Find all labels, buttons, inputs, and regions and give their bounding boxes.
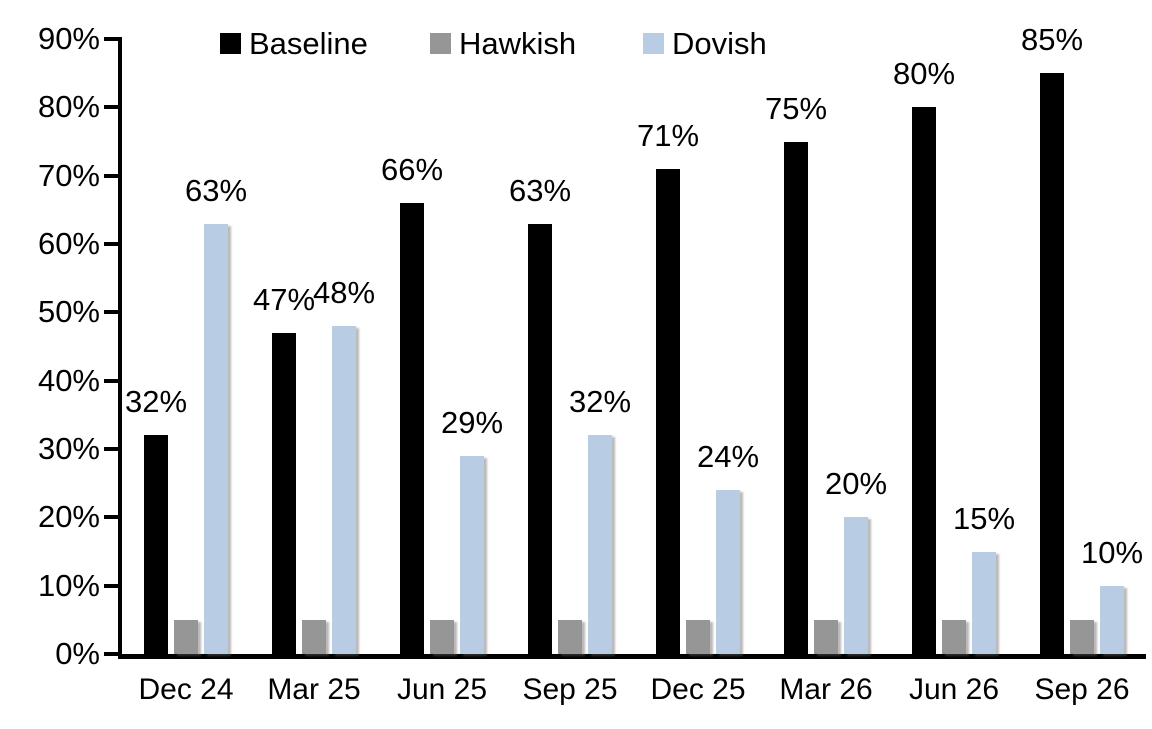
chart-legend: Baseline Hawkish Dovish (0, 0, 1152, 70)
y-tick-label: 90% (37, 21, 100, 56)
bar-baseline-sep-25 (528, 223, 552, 654)
data-label-dovish-dec-24: 63% (184, 172, 248, 208)
bar-hawkish-jun-25 (430, 619, 454, 654)
x-tick-label: Dec 25 (650, 673, 746, 706)
data-label-baseline-jun-25: 66% (380, 152, 444, 187)
data-label-baseline-mar-25: 47% (252, 281, 316, 317)
bar-baseline-jun-25 (400, 203, 424, 654)
legend-swatch-hawkish (430, 33, 451, 54)
bar-hawkish-jun-26 (942, 619, 966, 654)
y-axis-tick (104, 652, 118, 656)
x-axis-line (118, 654, 1146, 659)
data-label-dovish-mar-26: 20% (824, 466, 888, 502)
data-label-baseline-sep-25: 63% (508, 172, 572, 208)
bar-dovish-dec-24 (204, 223, 228, 654)
data-label-baseline-dec-25: 71% (636, 117, 700, 153)
x-tick-label: Sep 26 (1034, 673, 1130, 706)
legend-item-hawkish: Hawkish (430, 28, 576, 59)
data-label-baseline-jun-26: 80% (892, 56, 956, 92)
data-label-dovish-dec-25: 24% (696, 439, 760, 474)
bar-hawkish-sep-25 (558, 619, 582, 654)
bar-dovish-jun-25 (460, 455, 484, 654)
bar-dovish-mar-25 (332, 326, 356, 654)
x-tick-label: Jun 26 (908, 673, 1000, 706)
x-tick-label: Mar 26 (779, 673, 873, 706)
y-tick-label: 10% (37, 567, 100, 603)
legend-label-dovish: Dovish (672, 26, 767, 61)
data-label-baseline-dec-24: 32% (124, 384, 188, 420)
bar-hawkish-mar-25 (302, 619, 326, 654)
plot-area: 32% 63% 47% 48% 66% 29% 63% 32% 71% 24% 75% 20% 80% 1… (122, 23, 1146, 654)
bar-dovish-sep-25 (588, 435, 612, 654)
y-tick-label: 80% (37, 89, 100, 125)
y-axis-tick (104, 447, 118, 451)
legend-label-baseline: Baseline (249, 26, 368, 61)
data-label-dovish-jun-25: 29% (440, 404, 504, 440)
y-tick-label: 40% (37, 362, 100, 398)
y-tick-label: 70% (37, 157, 100, 193)
y-axis-tick (104, 378, 118, 383)
y-tick-label: 20% (37, 499, 100, 535)
legend-item-baseline: Baseline (220, 28, 368, 59)
y-axis-tick (104, 310, 118, 315)
x-tick-label: Mar 25 (267, 673, 361, 706)
data-label-dovish-mar-25: 48% (312, 275, 376, 310)
bar-hawkish-dec-24 (174, 619, 198, 654)
bar-baseline-mar-26 (784, 141, 808, 654)
y-axis-tick (104, 515, 118, 520)
bar-dovish-dec-25 (716, 490, 740, 654)
data-label-dovish-sep-25: 32% (568, 384, 632, 420)
x-tick-label: Jun 25 (396, 673, 488, 706)
bar-baseline-sep-26 (1040, 73, 1064, 654)
bar-baseline-mar-25 (272, 332, 296, 654)
data-label-dovish-jun-26: 15% (952, 500, 1016, 536)
y-axis-tick (104, 242, 118, 246)
legend-label-hawkish: Hawkish (459, 26, 577, 61)
y-axis-tick (104, 583, 118, 588)
legend-swatch-baseline (220, 33, 241, 54)
y-axis-tick (104, 105, 118, 110)
y-tick-label: 60% (37, 226, 100, 261)
legend-item-dovish: Dovish (643, 28, 767, 59)
y-tick-label: 30% (37, 431, 100, 466)
y-axis-tick (104, 173, 118, 178)
data-label-dovish-sep-26: 10% (1080, 534, 1144, 570)
data-label-baseline-mar-26: 75% (764, 90, 828, 126)
bar-dovish-jun-26 (972, 551, 996, 654)
bar-baseline-dec-24 (144, 435, 168, 654)
bar-dovish-mar-26 (844, 517, 868, 654)
legend-swatch-dovish (643, 33, 664, 54)
bar-baseline-dec-25 (656, 168, 680, 654)
bar-baseline-jun-26 (912, 107, 936, 654)
y-axis-tick (104, 37, 118, 41)
bar-dovish-sep-26 (1100, 585, 1124, 654)
bar-hawkish-sep-26 (1070, 619, 1094, 654)
y-axis-line (118, 37, 122, 659)
x-tick-label: Dec 24 (138, 673, 234, 706)
y-tick-label: 50% (37, 294, 100, 330)
y-tick-label: 0% (55, 636, 100, 671)
bar-hawkish-mar-26 (814, 619, 838, 654)
data-label-baseline-sep-26: 85% (1020, 22, 1084, 58)
bar-hawkish-dec-25 (686, 619, 710, 654)
x-tick-label: Sep 25 (522, 673, 618, 706)
